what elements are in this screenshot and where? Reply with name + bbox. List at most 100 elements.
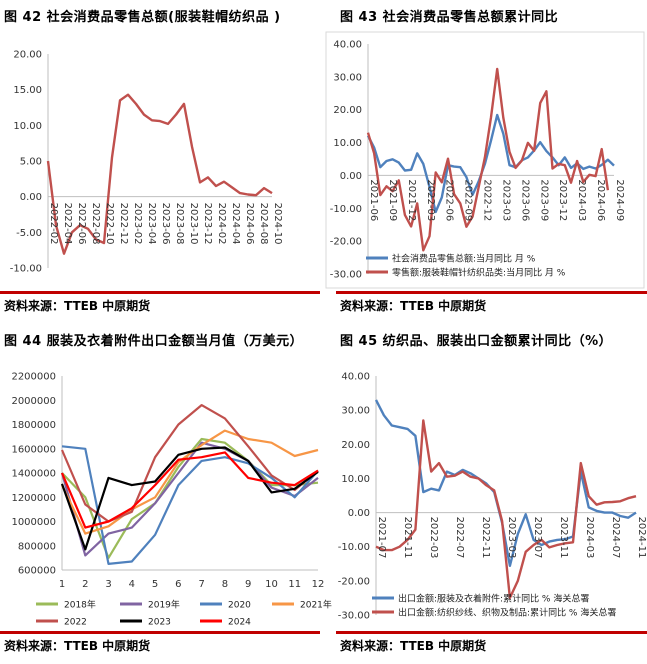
x-tick-label: 2024-03 bbox=[584, 517, 595, 559]
legend-label-4: 2022 bbox=[64, 618, 87, 628]
x-tick-label: 2022-09 bbox=[463, 179, 474, 221]
y-tick-label: -30.00 bbox=[330, 270, 362, 281]
chart-title-44: 图 44 服装及衣着附件出口金额当月值（万美元） bbox=[4, 334, 304, 349]
chart-title-45: 图 45 纺织品、服装出口金额累计同比（%） bbox=[340, 334, 613, 349]
legend-label-2: 2020 bbox=[228, 601, 251, 611]
x-tick-label: 2023-06 bbox=[519, 179, 530, 221]
legend-label-1: 出口金额:纺织纱线、织物及制品:累计同比 % 海关总署 bbox=[398, 607, 616, 619]
x-tick-label: 2022-07 bbox=[454, 517, 465, 559]
y-tick-label: 2000000 bbox=[11, 396, 56, 407]
y-tick-label: 0.00 bbox=[20, 192, 42, 203]
y-tick-label: 600000 bbox=[18, 566, 56, 577]
y-tick-label: 1800000 bbox=[11, 420, 56, 431]
x-tick-label: 2022-10 bbox=[104, 203, 115, 245]
x-tick-label: 2024-07 bbox=[610, 517, 621, 559]
legend-label-1: 零售额:服装鞋帽针纺织品类:当月同比 月 % bbox=[392, 267, 566, 279]
y-tick-label: 15.00 bbox=[13, 85, 42, 96]
y-tick-label: -20.00 bbox=[330, 237, 362, 248]
x-tick-label: 2022-11 bbox=[480, 517, 491, 559]
x-tick-label: 2021-07 bbox=[376, 517, 387, 559]
series-line-6 bbox=[60, 451, 319, 529]
x-tick-label: 2024-06 bbox=[244, 203, 255, 245]
source-note-44: 资料来源：TTEB 中原期货 bbox=[4, 639, 151, 653]
x-tick-label: 2023-02 bbox=[132, 203, 143, 245]
series-line-1 bbox=[375, 419, 637, 600]
x-tick-label: 2023-03 bbox=[500, 179, 511, 221]
y-tick-label: -10.00 bbox=[338, 542, 370, 553]
x-tick-label: 12 bbox=[312, 579, 325, 590]
y-tick-label: -20.00 bbox=[338, 576, 370, 587]
legend-label-1: 2019年 bbox=[148, 599, 180, 611]
x-tick-label: 5 bbox=[152, 579, 158, 590]
x-tick-label: 1 bbox=[59, 579, 65, 590]
x-tick-label: 2023-06 bbox=[160, 203, 171, 245]
y-tick-label: 30.00 bbox=[341, 406, 370, 417]
x-tick-label: 2024-10 bbox=[272, 203, 283, 245]
x-tick-label: 2022-06 bbox=[76, 203, 87, 245]
x-tick-label: 2024-04 bbox=[230, 203, 241, 245]
x-tick-label: 4 bbox=[129, 579, 135, 590]
x-tick-label: 2024-06 bbox=[595, 179, 606, 221]
y-tick-label: 800000 bbox=[18, 541, 56, 552]
x-tick-label: 8 bbox=[222, 579, 228, 590]
legend-label-6: 2024 bbox=[228, 618, 251, 628]
x-tick-label: 2024-11 bbox=[636, 517, 647, 559]
legend-label-0: 社会消费品零售总额:当月同比 月 % bbox=[392, 253, 536, 265]
x-tick-label: 2022-06 bbox=[444, 179, 455, 221]
x-tick-label: 2021-06 bbox=[368, 179, 379, 221]
textile-export-cumulative-chart: 40.00 30.00 20.00 10.00 0.00 -10.00 -20.00 -30.… bbox=[338, 372, 647, 622]
y-tick-label: 10.00 bbox=[341, 474, 370, 485]
x-tick-label: 2024-02 bbox=[216, 203, 227, 245]
series-line-3 bbox=[61, 429, 319, 535]
x-tick-label: 10 bbox=[265, 579, 278, 590]
y-tick-label: 40.00 bbox=[333, 40, 362, 51]
x-tick-label: 2023-10 bbox=[188, 203, 199, 245]
x-tick-label: 2022-02 bbox=[48, 203, 59, 245]
y-tick-label: -30.00 bbox=[338, 611, 370, 622]
x-tick-label: 2022-03 bbox=[428, 517, 439, 559]
x-tick-label: 2022-08 bbox=[90, 203, 101, 245]
y-tick-label: -5.00 bbox=[16, 228, 42, 239]
series-line-5 bbox=[60, 446, 319, 551]
y-tick-label: 20.00 bbox=[13, 50, 42, 61]
legend-label-0: 出口金额:服装及衣着附件:累计同比 % 海关总署 bbox=[398, 593, 589, 605]
x-tick-label: 2024-08 bbox=[258, 203, 269, 245]
chart-title-42: 图 42 社会消费品零售总额(服装鞋帽纺织品 ) bbox=[4, 10, 281, 25]
chart-title-43: 图 43 社会消费品零售总额累计同比 bbox=[340, 10, 559, 25]
series-line-2 bbox=[61, 445, 319, 565]
y-tick-label: 40.00 bbox=[341, 372, 370, 383]
y-tick-label: 10.00 bbox=[13, 121, 42, 132]
x-tick-label: 2021-09 bbox=[387, 179, 398, 221]
y-tick-label: 0.00 bbox=[348, 508, 370, 519]
source-note-45: 资料来源：TTEB 中原期货 bbox=[340, 639, 487, 653]
x-tick-label: 2021-12 bbox=[406, 179, 417, 221]
x-tick-label: 7 bbox=[198, 579, 204, 590]
y-tick-label: -10.00 bbox=[10, 264, 42, 275]
x-tick-label: 2022-03 bbox=[425, 179, 436, 221]
y-tick-label: -10.00 bbox=[330, 204, 362, 215]
x-tick-label: 2023-09 bbox=[538, 179, 549, 221]
x-tick-label: 2022-12 bbox=[482, 179, 493, 221]
legend-label-3: 2021年 bbox=[300, 599, 332, 611]
y-tick-label: 5.00 bbox=[20, 157, 42, 168]
y-tick-label: 2200000 bbox=[11, 372, 56, 383]
x-tick-label: 2 bbox=[82, 579, 88, 590]
legend-label-5: 2023 bbox=[148, 618, 171, 628]
y-tick-label: 1600000 bbox=[11, 444, 56, 455]
y-tick-label: 20.00 bbox=[333, 105, 362, 116]
y-tick-label: 1400000 bbox=[11, 469, 56, 480]
divider-left-top bbox=[0, 291, 320, 294]
retail-sales-cumulative-chart: 40.00 30.00 20.00 10.00 0.00 -10.00 -20.00 -30.… bbox=[325, 31, 645, 289]
x-tick-label: 9 bbox=[245, 579, 251, 590]
x-tick-label: 2023-08 bbox=[174, 203, 185, 245]
y-tick-label: 0.00 bbox=[340, 171, 362, 182]
retail-sales-apparel-chart: 20.00 15.00 10.00 5.00 0.00 -5.00 -10.00 2022-0… bbox=[10, 50, 283, 275]
series-line-0 bbox=[46, 93, 273, 255]
x-tick-label: 2024-09 bbox=[614, 179, 625, 221]
y-tick-label: 30.00 bbox=[333, 72, 362, 83]
y-tick-label: 1000000 bbox=[11, 517, 56, 528]
x-tick-label: 2024-03 bbox=[576, 179, 587, 221]
x-tick-label: 2023-03 bbox=[506, 517, 517, 559]
x-tick-label: 2023-11 bbox=[558, 517, 569, 559]
source-note-42: 资料来源：TTEB 中原期货 bbox=[4, 299, 151, 313]
